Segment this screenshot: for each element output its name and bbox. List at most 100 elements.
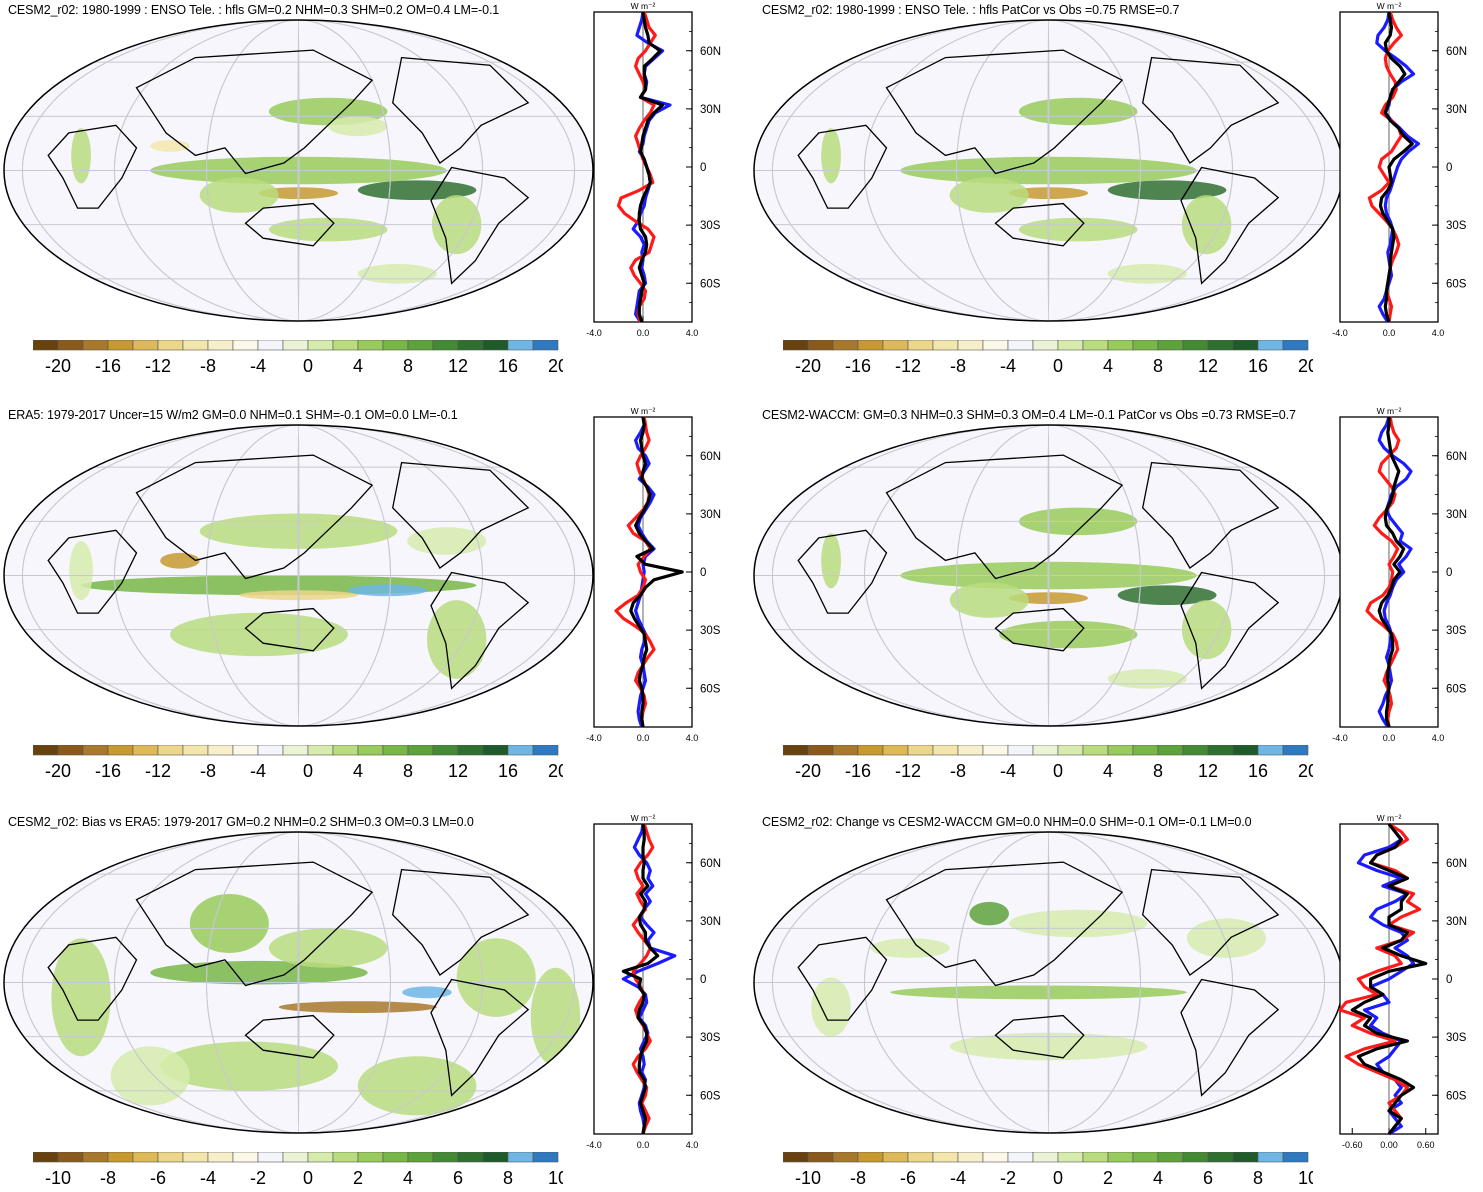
colorbar-swatch (432, 745, 459, 756)
anomaly-field (189, 893, 269, 953)
coastline (47, 124, 138, 209)
colorbar-label: 6 (453, 1168, 463, 1188)
longitude-line (863, 20, 1234, 321)
colorbar-swatch (807, 340, 834, 351)
panel-title: CESM2_r02: 1980-1999 : ENSO Tele. : hfls… (8, 3, 500, 17)
colorbar-label: -12 (895, 356, 921, 376)
colorbar-swatch (1007, 340, 1034, 351)
colorbar-swatch (857, 1152, 884, 1163)
colorbar-swatch (157, 1152, 184, 1163)
colorbar-swatch (1082, 745, 1109, 756)
lat-label: 30S (700, 220, 721, 232)
colorbar-label: 4 (1153, 1168, 1163, 1188)
x-tick-label: 0.0 (637, 1140, 650, 1150)
anomaly-field (821, 533, 841, 589)
colorbar-swatch (907, 1152, 934, 1163)
colorbar-swatch (207, 1152, 234, 1163)
longitude-line (21, 832, 576, 1133)
colorbar-swatch (182, 745, 209, 756)
colorbar-label: 16 (498, 356, 518, 376)
x-tick-label: 4.0 (1432, 328, 1445, 338)
x-tick-label: -4.0 (1332, 328, 1348, 338)
coastline (391, 868, 530, 976)
colorbar-swatch (33, 745, 59, 756)
colorbar-swatch (82, 340, 109, 351)
longitude-line (205, 425, 392, 726)
x-tick-label: -4.0 (1332, 733, 1348, 743)
units-label: W m⁻² (631, 813, 656, 823)
colorbar-label: 8 (403, 356, 413, 376)
colorbar-swatch (532, 1152, 559, 1163)
colorbar-swatch (832, 745, 859, 756)
colorbar-label: -2 (250, 1168, 266, 1188)
colorbar-swatch (907, 745, 934, 756)
lat-label: 60S (700, 278, 721, 290)
colorbar-swatch (282, 1152, 309, 1163)
x-tick-label: -0.60 (1342, 1140, 1363, 1150)
coastline (1141, 868, 1280, 976)
colorbar-swatch (382, 745, 409, 756)
coastline (1180, 166, 1280, 285)
colorbar-label: -16 (845, 761, 871, 781)
panel-p2: CESM2_r02: 1980-1999 : ENSO Tele. : hfls… (750, 0, 1483, 376)
anomaly-field (811, 977, 851, 1037)
colorbar-label: -8 (200, 761, 216, 781)
colorbar-label: -4 (950, 1168, 966, 1188)
longitude-line (771, 425, 1326, 726)
colorbar-swatch (932, 1152, 959, 1163)
colorbar-label: 8 (1153, 761, 1163, 781)
lat-label: 60N (1446, 46, 1467, 58)
colorbar-swatch (1257, 1152, 1284, 1163)
colorbar-swatch (882, 340, 909, 351)
colorbar-swatch (957, 745, 984, 756)
zonal-series-line (1350, 823, 1428, 1135)
colorbar-label: -10 (45, 1168, 71, 1188)
coastline (430, 166, 530, 285)
colorbar-swatch (783, 745, 809, 756)
units-label: W m⁻² (1377, 813, 1402, 823)
longitude-line (113, 832, 484, 1133)
colorbar-swatch (1207, 340, 1234, 351)
colorbar-swatch (1182, 745, 1209, 756)
anomaly-field (160, 552, 200, 569)
colorbar-swatch (132, 745, 159, 756)
colorbar-label: 8 (1153, 356, 1163, 376)
colorbar-swatch (1282, 1152, 1309, 1163)
anomaly-field (347, 584, 427, 597)
colorbar-label: -4 (200, 1168, 216, 1188)
colorbar-swatch (1157, 1152, 1184, 1163)
colorbar-swatch (33, 340, 59, 351)
coastline (135, 49, 374, 175)
colorbar-swatch (1232, 340, 1259, 351)
longitude-line (297, 20, 300, 321)
longitude-line (955, 832, 1142, 1133)
colorbar-label: 16 (1248, 761, 1268, 781)
coastline (244, 607, 335, 652)
lat-label: 60N (1446, 451, 1467, 463)
colorbar-swatch (857, 340, 884, 351)
panel-title: CESM2_r02: 1980-1999 : ENSO Tele. : hfls… (762, 3, 1180, 17)
colorbar-label: -12 (895, 761, 921, 781)
longitude-line (113, 20, 484, 321)
colorbar-label: 4 (353, 761, 363, 781)
colorbar-swatch (332, 1152, 359, 1163)
colorbar-swatch (532, 745, 559, 756)
panel-p3: ERA5: 1979-2017 Uncer=15 W/m2 GM=0.0 NHM… (0, 405, 733, 781)
colorbar-label: -8 (950, 356, 966, 376)
zonal-series-line (629, 416, 684, 728)
lat-label: 30S (700, 1032, 721, 1044)
colorbar-swatch (932, 745, 959, 756)
colorbar-label: -20 (795, 356, 821, 376)
colorbar-swatch (357, 1152, 384, 1163)
colorbar-label: 12 (1198, 761, 1218, 781)
coastline (885, 49, 1124, 175)
x-tick-label: -4.0 (586, 1140, 602, 1150)
colorbar-swatch (957, 1152, 984, 1163)
longitude-line (297, 832, 300, 1133)
lat-label: 60N (700, 451, 721, 463)
anomaly-field (949, 582, 1029, 618)
coastline (430, 571, 530, 690)
panel-p1: CESM2_r02: 1980-1999 : ENSO Tele. : hfls… (0, 0, 733, 376)
units-label: W m⁻² (631, 406, 656, 416)
colorbar-swatch (457, 745, 484, 756)
